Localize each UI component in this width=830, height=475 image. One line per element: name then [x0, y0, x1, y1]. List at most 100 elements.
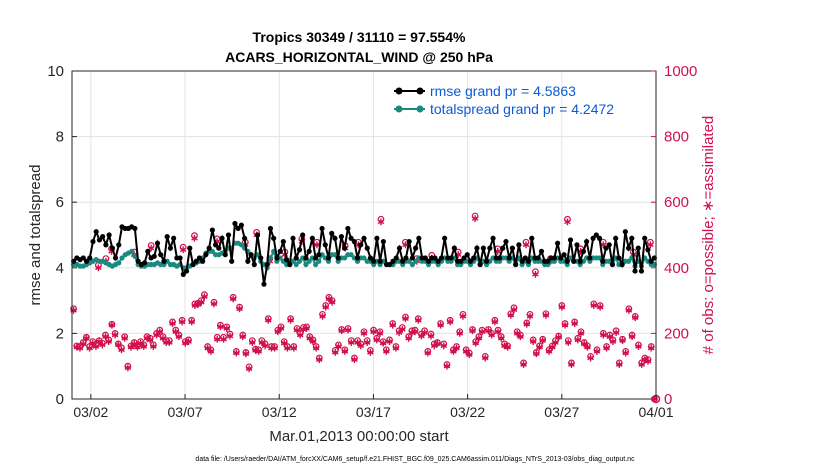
rmse-point — [409, 255, 415, 261]
rmse-point — [593, 232, 599, 238]
rmse-point — [522, 255, 528, 261]
obs-assimilated-point — [376, 330, 384, 337]
x-tick-label: 04/01 — [638, 404, 673, 420]
rmse-point — [303, 255, 309, 261]
rmse-point — [258, 255, 264, 261]
obs-assimilated-point — [520, 361, 527, 368]
obs-assimilated-point — [89, 339, 97, 347]
obs-assimilated-point — [83, 334, 90, 342]
obs-assimilated-point — [471, 215, 479, 222]
chart-title: Tropics 30349 / 31110 = 97.554% — [253, 29, 466, 45]
obs-assimilated-point — [590, 302, 598, 309]
rmse-point — [584, 238, 590, 245]
obs-assimilated-point — [223, 325, 231, 332]
obs-assimilated-point — [108, 321, 116, 329]
obs-assimilated-point — [491, 318, 499, 326]
rmse-point — [296, 247, 303, 253]
obs-assimilated-point — [363, 339, 371, 346]
obs-assimilated-point — [207, 348, 215, 355]
ticks: 03/02 03/07 03/12 03/17 03/22 03/27 04/0102468… — [47, 63, 697, 420]
rmse-point — [235, 225, 241, 232]
obs-assimilated-point — [523, 320, 531, 328]
rmse-point — [254, 232, 261, 238]
obs-assimilated-point — [616, 361, 623, 368]
x-tick-label: 03/12 — [262, 404, 297, 420]
rmse-point — [180, 271, 186, 277]
rmse-point — [622, 229, 628, 235]
obs-assimilated-point — [638, 361, 645, 368]
rmse-point — [112, 255, 119, 261]
legend-marker-rmse-2 — [416, 87, 424, 95]
obs-assimilated-point — [284, 344, 291, 352]
obs-assimilated-point — [587, 354, 594, 362]
legend-label-spread: totalspread grand pr = 4.2472 — [430, 101, 614, 117]
obs-assimilated-point — [150, 343, 157, 350]
y-tick-label-right: 1000 — [664, 63, 697, 80]
obs-assimilated-point — [533, 350, 540, 358]
obs-assimilated-point — [217, 323, 224, 331]
rmse-point — [496, 255, 503, 261]
obs-assimilated-point — [399, 326, 406, 333]
obs-assimilated-point — [635, 343, 642, 350]
obs-assimilated-point — [201, 293, 208, 301]
obs-assimilated-point — [287, 316, 294, 324]
rmse-point — [287, 261, 293, 268]
totalspread-point — [119, 255, 125, 261]
rmse-point — [551, 255, 557, 261]
rmse-point — [474, 245, 480, 251]
obs-assimilated-point — [134, 343, 141, 351]
rmse-point — [151, 253, 157, 259]
rmse-point — [619, 261, 625, 268]
rmse-point — [206, 245, 212, 251]
totalspread-point — [406, 258, 412, 264]
obs-assimilated-point — [542, 311, 550, 319]
obs-assimilated-point — [418, 332, 425, 340]
rmse-point — [413, 245, 419, 251]
rmse-point — [425, 258, 432, 264]
rmse-point — [106, 232, 112, 238]
obs-assimilated-point — [469, 327, 476, 335]
rmse-point — [90, 238, 96, 245]
rmse-point — [322, 242, 328, 248]
y-axis-label-left: rmse and totalspread — [27, 165, 44, 306]
rmse-point — [319, 225, 325, 232]
obs-assimilated-point — [383, 348, 390, 355]
obs-assimilated-point — [226, 332, 234, 340]
obs-assimilated-point — [313, 241, 321, 249]
rmse-point — [87, 255, 93, 261]
obs-assimilated-point — [377, 218, 385, 226]
obs-assimilated-point — [114, 341, 122, 349]
obs-assimilated-point — [76, 344, 84, 352]
rmse-point — [242, 235, 248, 241]
obs-assimilated-point — [548, 343, 556, 351]
obs-assimilated-point — [95, 264, 102, 272]
rmse-point — [335, 255, 341, 261]
rmse-point — [293, 255, 299, 261]
rmse-point — [500, 245, 506, 251]
obs-assimilated-point — [137, 339, 144, 347]
obs-assimilated-point — [140, 343, 148, 350]
x-tick-label: 03/02 — [73, 404, 108, 420]
plot-frame — [71, 70, 657, 400]
rmse-point — [377, 258, 383, 264]
rmse-point — [480, 245, 486, 251]
rmse-point — [393, 255, 399, 261]
legend-label-rmse: rmse grand pr = 4.5863 — [430, 83, 576, 99]
rmse-point — [209, 227, 215, 233]
obs-assimilated-point — [497, 334, 505, 342]
obs-assimilated-point — [344, 326, 352, 334]
rmse-point — [416, 235, 422, 241]
rmse-point — [212, 242, 219, 248]
legend-marker-spread — [395, 105, 403, 113]
obs-assimilated-point — [264, 316, 272, 324]
obs-assimilated-point — [306, 334, 314, 342]
rmse-point — [484, 258, 490, 264]
rmse-point — [238, 222, 244, 228]
rmse-point — [193, 258, 199, 264]
totalspread-point — [129, 248, 135, 254]
rmse-point — [316, 252, 322, 258]
totalspread-point — [306, 258, 312, 264]
rmse-point — [467, 258, 474, 264]
totalspread-point — [342, 255, 348, 261]
obs-assimilated-point — [242, 350, 250, 358]
